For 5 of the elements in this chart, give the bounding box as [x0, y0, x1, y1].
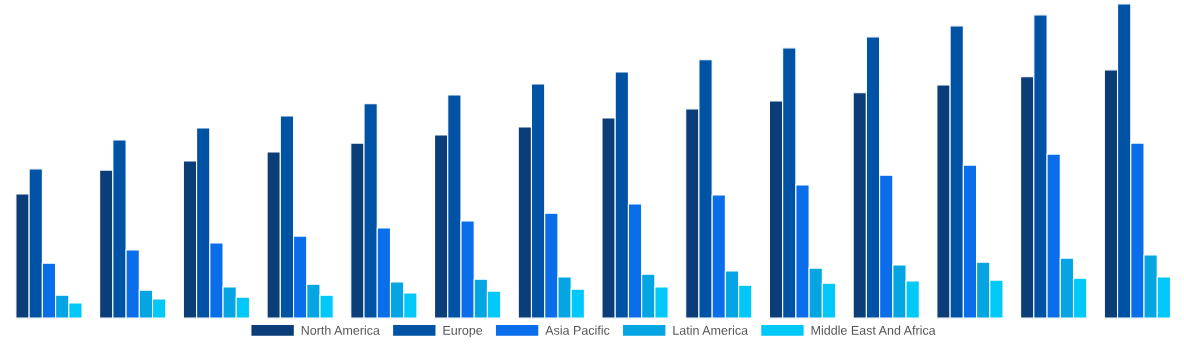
legend-label: North America: [301, 325, 380, 335]
legend-label: Europe: [443, 326, 483, 338]
legend-label: Asia Pacific: [545, 325, 610, 335]
legend-label: Latin America: [673, 325, 749, 335]
legend-label: Middle East And Africa: [811, 325, 936, 335]
